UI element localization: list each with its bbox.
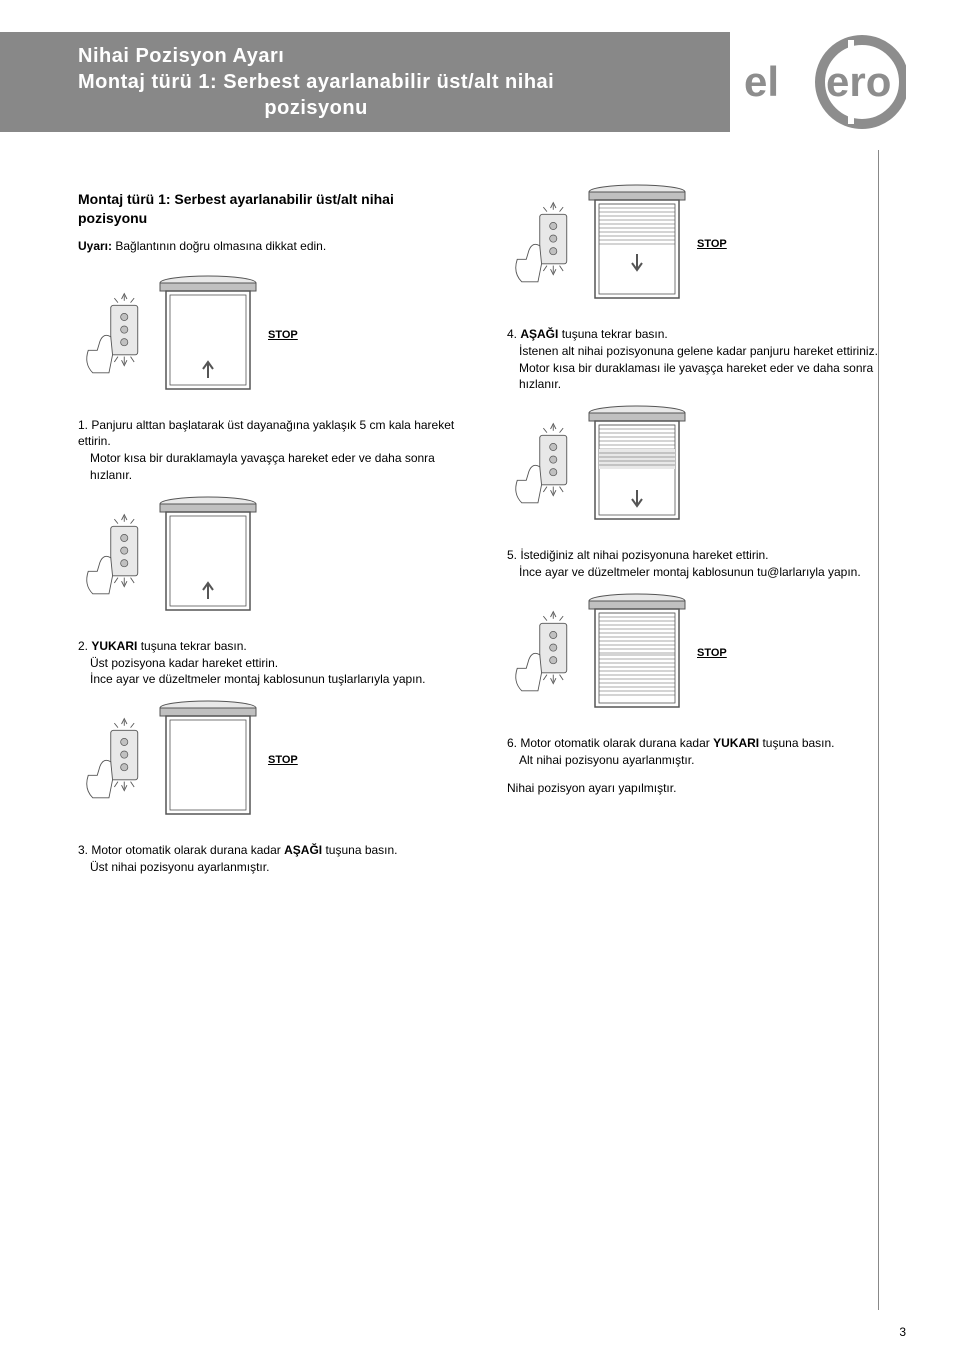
figure-left-3: STOP [78, 700, 477, 820]
step-4-bold: AŞAĞI [520, 327, 558, 341]
header-title: Nihai Pozisyon Ayarı Montaj türü 1: Serb… [78, 43, 554, 121]
step-6a: 6. Motor otomatik olarak durana kadar [507, 736, 713, 750]
shutter-half-down-icon [587, 184, 687, 304]
stop-label: STOP [268, 754, 298, 766]
step-6-line1: 6. Motor otomatik olarak durana kadar YU… [507, 735, 906, 752]
shutter-closed-stop-icon [587, 593, 687, 713]
step-4: 4. AŞAĞI tuşuna tekrar basın. İstenen al… [507, 326, 906, 393]
header-band: Nihai Pozisyon Ayarı Montaj türü 1: Serb… [0, 32, 730, 132]
step-2c: Üst pozisyona kadar hareket ettirin. [90, 655, 477, 672]
step-4c: İstenen alt nihai pozisyonuna gelene kad… [519, 343, 906, 360]
header-line2: Montaj türü 1: Serbest ayarlanabilir üst… [78, 71, 554, 93]
hand-remote-icon [507, 420, 577, 510]
step-3c: Üst nihai pozisyonu ayarlanmıştır. [90, 859, 477, 876]
header-line3: pozisyonu [78, 95, 554, 121]
step-3b: tuşuna basın. [322, 843, 397, 857]
step-2-line1: 2. YUKARI tuşuna tekrar basın. [78, 638, 477, 655]
page-number: 3 [899, 1325, 906, 1339]
figure-right-3: STOP [507, 593, 906, 713]
figure-left-2 [78, 496, 477, 616]
step-5a: 5. İstediğiniz alt nihai pozisyonuna har… [507, 547, 906, 564]
brand-logo: el ero [730, 32, 906, 132]
uyari-text: Bağlantının doğru olmasına dikkat edin. [115, 239, 326, 253]
step-5: 5. İstediğiniz alt nihai pozisyonuna har… [507, 547, 906, 581]
subhead-l1: Montaj türü 1: Serbest ayarlanabilir üst… [78, 191, 394, 207]
figure-right-1: STOP [507, 184, 906, 304]
step-3: 3. Motor otomatik olarak durana kadar AŞ… [78, 842, 477, 876]
warning-note: Uyarı: Bağlantının doğru olmasına dikkat… [78, 238, 477, 255]
elero-logo-svg: el ero [730, 32, 906, 132]
step-1b: Motor kısa bir duraklamayla yavaşça hare… [90, 450, 477, 484]
shutter-more-down-icon [587, 405, 687, 525]
figure-right-2 [507, 405, 906, 525]
hand-remote-icon [78, 511, 148, 601]
step-1a: 1. Panjuru alttan başlatarak üst dayanağ… [78, 417, 477, 451]
hand-remote-icon [507, 199, 577, 289]
content-area: Montaj türü 1: Serbest ayarlanabilir üst… [78, 190, 906, 1317]
uyari-label: Uyarı: [78, 239, 112, 253]
left-column: Montaj türü 1: Serbest ayarlanabilir üst… [78, 190, 477, 1317]
subhead-l2: pozisyonu [78, 210, 147, 226]
step-2a: 2. [78, 639, 91, 653]
step-4b: tuşuna tekrar basın. [558, 327, 667, 341]
step-6: 6. Motor otomatik olarak durana kadar YU… [507, 735, 906, 769]
svg-text:el: el [744, 58, 779, 105]
hand-remote-icon [507, 608, 577, 698]
stop-label: STOP [697, 238, 727, 250]
right-column: STOP 4. AŞAĞI tuşuna tekrar basın. İsten… [507, 190, 906, 1317]
step-5b: İnce ayar ve düzeltmeler montaj kablosun… [519, 564, 906, 581]
hand-remote-icon [78, 290, 148, 380]
step-2b: tuşuna tekrar basın. [137, 639, 246, 653]
figure-left-1: STOP [78, 275, 477, 395]
step-2d: İnce ayar ve düzeltmeler montaj kablosun… [90, 671, 477, 688]
step-6b: tuşuna basın. [759, 736, 834, 750]
step-2-bold: YUKARI [91, 639, 137, 653]
step-3-line1: 3. Motor otomatik olarak durana kadar AŞ… [78, 842, 477, 859]
header-line1: Nihai Pozisyon Ayarı [78, 45, 284, 67]
shutter-open-up-icon [158, 496, 258, 616]
step-4d: Motor kısa bir duraklaması ile yavaşça h… [519, 360, 906, 394]
shutter-open-stop-icon [158, 700, 258, 820]
final-note: Nihai pozisyon ayarı yapılmıştır. [507, 780, 906, 797]
step-1: 1. Panjuru alttan başlatarak üst dayanağ… [78, 417, 477, 484]
svg-text:ero: ero [826, 58, 891, 105]
step-6-bold: YUKARI [713, 736, 759, 750]
stop-label: STOP [268, 329, 298, 341]
hand-remote-icon [78, 715, 148, 805]
step-6c: Alt nihai pozisyonu ayarlanmıştır. [519, 752, 906, 769]
stop-label: STOP [697, 647, 727, 659]
left-subhead: Montaj türü 1: Serbest ayarlanabilir üst… [78, 190, 477, 228]
step-3-bold: AŞAĞI [284, 843, 322, 857]
step-4-line1: 4. AŞAĞI tuşuna tekrar basın. [507, 326, 906, 343]
step-2: 2. YUKARI tuşuna tekrar basın. Üst pozis… [78, 638, 477, 688]
shutter-open-up-icon [158, 275, 258, 395]
step-4a: 4. [507, 327, 520, 341]
step-3a: 3. Motor otomatik olarak durana kadar [78, 843, 284, 857]
